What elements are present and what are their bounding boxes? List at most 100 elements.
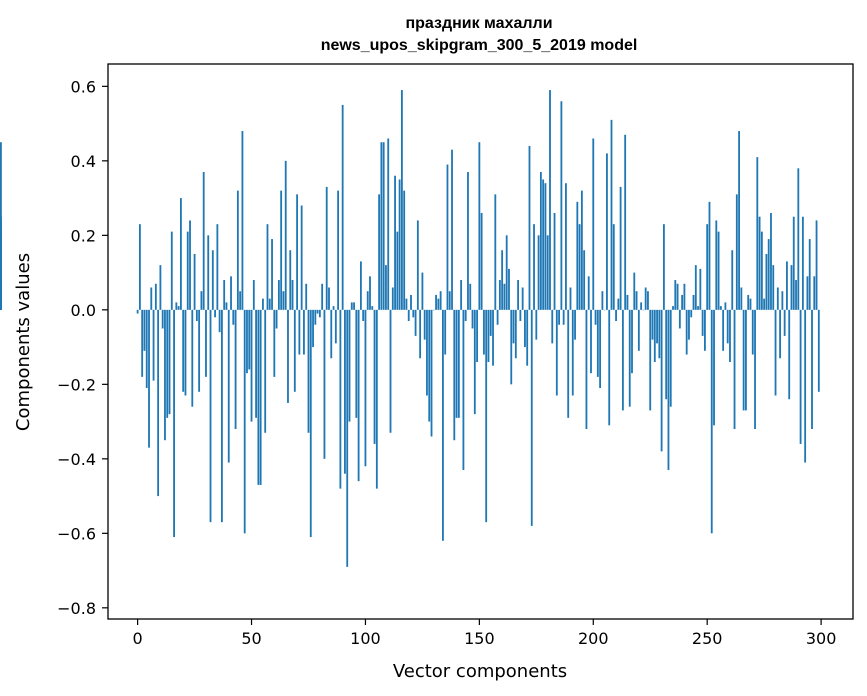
bar [590, 309, 592, 374]
bar [521, 287, 524, 310]
bar [706, 224, 709, 310]
bar [396, 231, 399, 310]
bar [287, 309, 289, 403]
bar [284, 160, 287, 310]
bar [596, 309, 599, 377]
bar [526, 309, 529, 366]
bar [282, 291, 285, 310]
bar [314, 309, 317, 325]
bar [225, 302, 228, 310]
bar [580, 190, 583, 310]
bar [797, 168, 800, 310]
bar [355, 309, 358, 418]
bar [148, 309, 150, 448]
bar [717, 231, 720, 310]
bar [211, 250, 214, 310]
bar [325, 186, 328, 310]
bar [243, 309, 246, 534]
bar [236, 190, 239, 310]
plot-frame [107, 63, 854, 620]
bar [227, 309, 230, 463]
x-tick-label: 0 [133, 629, 143, 648]
bar [624, 134, 627, 310]
bar [733, 309, 736, 430]
bar [792, 216, 795, 310]
bar [337, 190, 340, 310]
bar [653, 309, 656, 362]
bar [498, 280, 501, 310]
bar [795, 280, 797, 310]
bar [617, 298, 620, 310]
bar [221, 309, 223, 523]
bar [154, 283, 157, 310]
bar [138, 224, 141, 310]
y-tick-label: 0.2 [71, 226, 96, 245]
bar [426, 309, 428, 396]
bar [152, 309, 155, 381]
x-tick-label: 100 [350, 629, 381, 648]
bar [533, 224, 535, 310]
bar [621, 309, 624, 411]
bar [200, 291, 203, 310]
bar [273, 309, 276, 377]
bar [232, 309, 235, 325]
bar [546, 235, 549, 310]
bar [576, 201, 579, 310]
bar [394, 175, 396, 310]
bar [248, 309, 251, 370]
bar [369, 276, 371, 310]
bar [323, 309, 326, 459]
bar [312, 309, 314, 348]
bar [514, 309, 517, 359]
bar [783, 309, 786, 336]
bar [742, 309, 745, 411]
y-tick-label: −0.6 [57, 524, 96, 543]
bar [808, 239, 811, 310]
bar [382, 142, 385, 310]
bar [592, 138, 595, 310]
bar [230, 276, 232, 310]
bar [186, 231, 189, 310]
bar [587, 276, 590, 310]
bar [255, 309, 257, 418]
bar [421, 272, 424, 310]
x-axis-label: Vector components [393, 661, 567, 682]
x-tick-label: 250 [692, 629, 723, 648]
bar [651, 309, 654, 340]
bar [179, 198, 182, 310]
bar [341, 104, 344, 310]
bar [407, 309, 410, 322]
bar [731, 250, 734, 310]
bar [234, 309, 237, 430]
bar [277, 280, 280, 310]
bar [758, 216, 761, 310]
bar [710, 309, 713, 534]
bar [662, 224, 665, 310]
bar [644, 287, 647, 310]
bar [168, 309, 171, 415]
bar [428, 309, 431, 422]
bar [400, 90, 403, 310]
bar [549, 90, 551, 310]
bar [332, 306, 335, 310]
bar [410, 294, 412, 310]
bar [195, 309, 198, 322]
bar [321, 283, 324, 310]
bar [503, 283, 506, 310]
bar [453, 309, 456, 441]
bar [788, 309, 791, 400]
bar [414, 309, 417, 336]
bar [339, 309, 342, 489]
bar [218, 309, 221, 333]
y-tick-label: 0.0 [71, 301, 96, 320]
bar [806, 276, 809, 310]
bar [193, 253, 196, 310]
bar [159, 265, 162, 310]
bar [562, 309, 565, 325]
y-axis-ticks: −0.8 −0.6 −0.4 −0.2 0.0 0.2 0.4 0.6 [57, 77, 108, 618]
bar [136, 309, 139, 314]
bar [359, 261, 362, 310]
bar [305, 283, 308, 310]
bar [779, 309, 781, 359]
bar [0, 216, 2, 310]
